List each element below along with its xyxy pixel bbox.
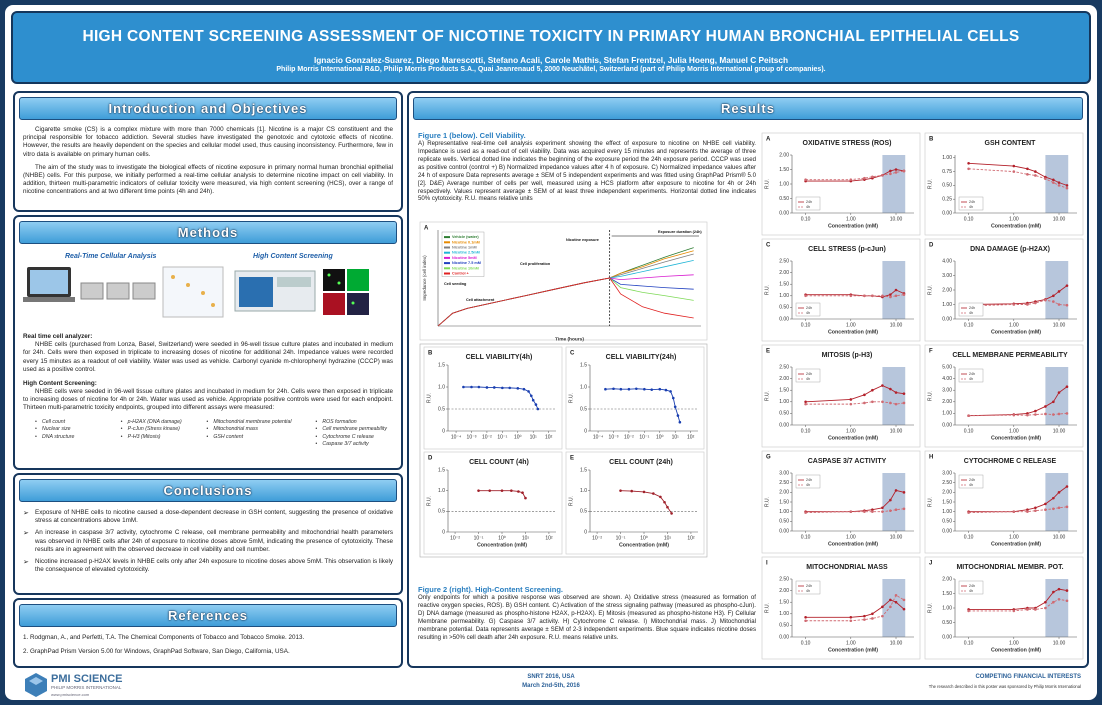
affiliation: Philip Morris International R&D, Philip …: [276, 66, 826, 73]
cfi-text: The research described in this poster wa…: [928, 684, 1081, 689]
reference: 2. GraphPad Prism Version 5.00 for Windo…: [23, 648, 290, 656]
image-label: High Content Screening: [253, 253, 333, 260]
paragraph: NHBE cells (purchased from Lonza, Basel,…: [23, 341, 393, 373]
endpoint-column: ROS formationCell membrane permeabilityC…: [315, 419, 393, 449]
endpoint: Cell membrane permeability: [315, 426, 393, 434]
endpoint: Mitochondrial membrane potential: [206, 419, 307, 427]
methods-body: Real time cell analyzer: NHBE cells (pur…: [23, 333, 393, 449]
methods-panel: Methods Real-Time Cellular Analysis High…: [13, 215, 403, 470]
figure-title: Figure 2 (right). High-Content Screening…: [418, 585, 563, 594]
section-heading: References: [19, 604, 397, 627]
reference-list: 1. Rodgman, A., and Perfetti, T.A. The C…: [23, 634, 393, 662]
figure-text: Only endpoints for which a positive resp…: [418, 594, 756, 641]
methods-images: [23, 266, 369, 318]
url: www.pmiscience.com: [51, 692, 90, 697]
section-heading: Methods: [19, 221, 397, 244]
conclusion: Exposure of NHBE cells to nicotine cause…: [23, 509, 393, 525]
section-heading: Introduction and Objectives: [19, 97, 397, 120]
endpoint-column: p-H2AX (DNA damage)P-cJun (Stress kinase…: [121, 419, 199, 449]
intro-panel: Introduction and Objectives Cigarette sm…: [13, 91, 403, 212]
endpoint: ROS formation: [315, 419, 393, 427]
reference: 1. Rodgman, A., and Perfetti, T.A. The C…: [23, 634, 305, 641]
endpoint: Caspase 3/7 activity: [315, 441, 393, 449]
endpoint: Mitochondrial mass: [206, 426, 307, 434]
subheading: High Content Screening:: [23, 379, 97, 387]
endpoint: Nuclear size: [35, 426, 113, 434]
figure-title: Figure 1 (below). Cell Viability.: [418, 131, 526, 140]
endpoint: p-H2AX (DNA damage): [121, 419, 199, 427]
endpoint-list: Cell countNuclear sizeDNA structure p-H2A…: [23, 419, 393, 449]
cfi-title: COMPETING FINANCIAL INTERESTS: [975, 674, 1081, 680]
endpoint: P-H3 (Mitosis): [121, 434, 199, 442]
intro-body: Cigarette smoke (CS) is a complex mixtur…: [23, 126, 393, 196]
conclusion: An increase in caspase 3/7 activity, cyt…: [23, 529, 393, 554]
conference: SNRT 2016, USA: [527, 674, 575, 680]
dates: March 2nd-5th, 2016: [522, 683, 580, 689]
logo-text: PMI SCIENCE: [51, 673, 123, 685]
endpoint: DNA structure: [35, 434, 113, 442]
conclusions-panel: Conclusions Exposure of NHBE cells to ni…: [13, 473, 403, 595]
image-label: Real-Time Cellular Analysis: [65, 253, 157, 260]
paragraph: The aim of the study was to investigate …: [23, 163, 393, 196]
fig1-caption: Figure 1 (below). Cell Viability. A) Rep…: [418, 131, 756, 203]
paragraph: Cigarette smoke (CS) is a complex mixtur…: [23, 126, 393, 158]
conclusion-list: Exposure of NHBE cells to nicotine cause…: [23, 509, 393, 578]
results-panel: Results Figure 1 (below). Cell Viability…: [407, 91, 1089, 668]
references-panel: References 1. Rodgman, A., and Perfetti,…: [13, 598, 403, 668]
endpoint-column: Mitochondrial membrane potentialMitochon…: [206, 419, 307, 449]
section-heading: Conclusions: [19, 479, 397, 502]
endpoint: Cell count: [35, 419, 113, 427]
fig2-caption: Figure 2 (right). High-Content Screening…: [418, 585, 756, 642]
endpoint-column: Cell countNuclear sizeDNA structure: [35, 419, 113, 449]
conclusion: Nicotine increased p-H2AX levels in NHBE…: [23, 558, 393, 574]
title: HIGH CONTENT SCREENING ASSESSMENT OF NIC…: [82, 28, 1020, 45]
authors: Ignacio Gonzalez-Suarez, Diego Marescott…: [313, 55, 789, 65]
footer: PMI SCIENCE PHILIP MORRIS INTERNATIONAL …: [11, 671, 1091, 699]
endpoint: P-cJun (Stress kinase): [121, 426, 199, 434]
paragraph: NHBE cells were seeded in 96-well tissue…: [23, 388, 393, 412]
figure-text: A) Representative real-time cell analysi…: [418, 140, 756, 203]
logo-sub: PHILIP MORRIS INTERNATIONAL: [51, 685, 122, 690]
header: HIGH CONTENT SCREENING ASSESSMENT OF NIC…: [11, 11, 1091, 84]
endpoint: GSH content: [206, 434, 307, 442]
section-heading: Results: [413, 97, 1083, 120]
subheading: Real time cell analyzer:: [23, 333, 93, 340]
endpoint: Cytochrome C release: [315, 434, 393, 442]
logo-mark: [25, 673, 47, 697]
